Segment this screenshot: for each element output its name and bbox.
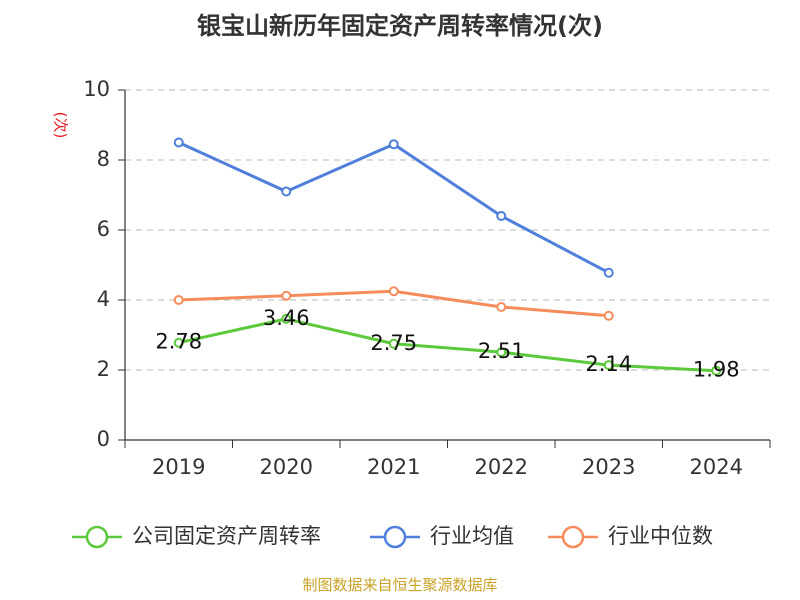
- series-point-1[interactable]: [388, 139, 399, 150]
- y-axis-unit-label: (次): [52, 112, 70, 139]
- chart-title: 银宝山新历年固定资产周转率情况(次): [197, 12, 603, 40]
- legend[interactable]: 公司固定资产周转率 行业均值 行业中位数: [72, 524, 713, 549]
- legend-swatch-marker: [561, 525, 585, 549]
- legend-label: 行业中位数: [608, 524, 713, 548]
- source-note: 制图数据来自恒生聚源数据库: [302, 576, 497, 594]
- x-tick-label: 2024: [690, 455, 743, 479]
- series-point-1[interactable]: [603, 267, 614, 278]
- data-label: 2.75: [370, 331, 417, 355]
- data-label-layer: 2.78 3.46 2.75 2.51 2.14 1.98: [155, 306, 739, 382]
- y-tick-label: 2: [97, 357, 110, 381]
- x-tick-label: 2021: [367, 455, 420, 479]
- series-line-0: [177, 317, 718, 373]
- legend-swatch-marker: [383, 525, 407, 549]
- x-tick-label: 2022: [475, 455, 528, 479]
- grid-layer: [125, 89, 770, 371]
- x-tick-label: 2023: [582, 455, 635, 479]
- data-label: 2.14: [585, 352, 632, 376]
- y-tick-label: 8: [97, 147, 110, 171]
- axis-layer: 0 2 4 6 8 10 2019 2020 2021 2022 2023 2024: [83, 77, 771, 479]
- y-tick-label: 10: [83, 77, 110, 101]
- series-point-1[interactable]: [281, 186, 292, 197]
- series-point-1[interactable]: [173, 137, 184, 148]
- series-point-2[interactable]: [603, 310, 614, 321]
- legend-label: 行业均值: [430, 524, 514, 548]
- y-tick-label: 4: [97, 287, 110, 311]
- y-tick-label: 6: [97, 217, 110, 241]
- series-point-0[interactable]: [281, 313, 292, 324]
- legend-swatch-marker: [85, 525, 109, 549]
- series-point-2[interactable]: [496, 302, 507, 312]
- series-point-0[interactable]: [711, 365, 722, 376]
- series-point-0[interactable]: [603, 360, 614, 371]
- series-point-2[interactable]: [388, 286, 399, 297]
- legend-label: 公司固定资产周转率: [132, 524, 321, 548]
- data-label: 3.46: [263, 306, 310, 330]
- series-point-1[interactable]: [496, 211, 507, 221]
- series-point-0[interactable]: [496, 347, 507, 358]
- legend-item-2[interactable]: 行业中位数: [548, 524, 713, 549]
- x-tick-label: 2019: [152, 455, 205, 479]
- data-label: 2.78: [155, 330, 202, 354]
- x-tick-label: 2020: [260, 455, 313, 479]
- series-point-2[interactable]: [173, 295, 184, 305]
- data-label: 2.51: [478, 339, 525, 363]
- series-point-0[interactable]: [388, 338, 399, 349]
- series-point-2[interactable]: [281, 290, 292, 301]
- series-layer: [173, 137, 722, 376]
- series-line-1: [177, 141, 611, 275]
- legend-item-0[interactable]: 公司固定资产周转率: [72, 524, 321, 549]
- series-point-0[interactable]: [173, 337, 184, 348]
- y-tick-label: 0: [97, 427, 110, 451]
- data-label: 1.98: [693, 358, 740, 382]
- legend-item-1[interactable]: 行业均值: [370, 524, 514, 549]
